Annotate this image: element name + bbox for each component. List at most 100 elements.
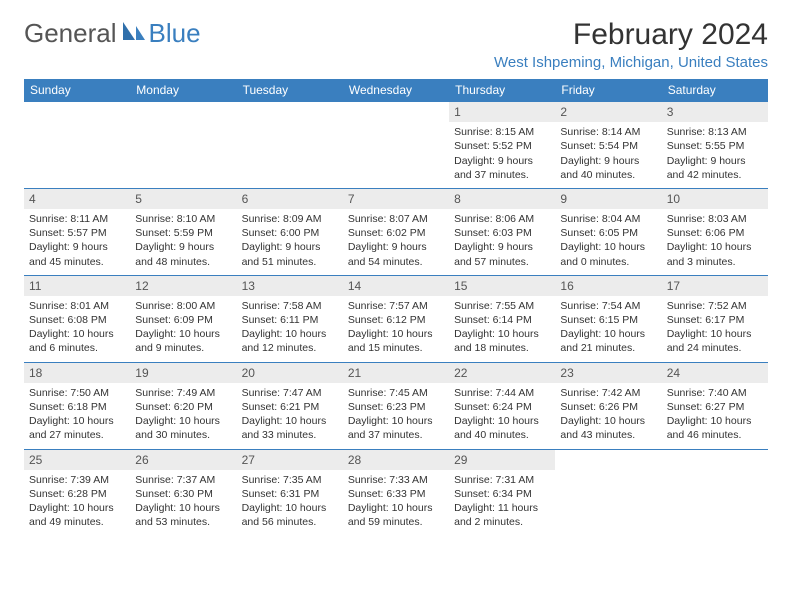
daylight-line: Daylight: 10 hours and 33 minutes. [242,414,338,442]
day-number: 15 [449,276,555,296]
daylight-line: Daylight: 10 hours and 40 minutes. [454,414,550,442]
sunset-line: Sunset: 6:33 PM [348,487,444,501]
sunset-line: Sunset: 6:02 PM [348,226,444,240]
calendar-day-cell: 27Sunrise: 7:35 AMSunset: 6:31 PMDayligh… [237,449,343,535]
day-info: Sunrise: 8:13 AMSunset: 5:55 PMDaylight:… [667,125,763,182]
calendar-day-cell: 6Sunrise: 8:09 AMSunset: 6:00 PMDaylight… [237,188,343,275]
calendar-day-cell: 5Sunrise: 8:10 AMSunset: 5:59 PMDaylight… [130,188,236,275]
sunrise-line: Sunrise: 7:37 AM [135,473,231,487]
calendar-day-cell: 3Sunrise: 8:13 AMSunset: 5:55 PMDaylight… [662,102,768,189]
calendar-day-cell: 9Sunrise: 8:04 AMSunset: 6:05 PMDaylight… [555,188,661,275]
day-info: Sunrise: 7:55 AMSunset: 6:14 PMDaylight:… [454,299,550,356]
calendar-day-cell [24,102,130,189]
sunrise-line: Sunrise: 7:54 AM [560,299,656,313]
calendar-day-cell: 14Sunrise: 7:57 AMSunset: 6:12 PMDayligh… [343,275,449,362]
sunset-line: Sunset: 6:30 PM [135,487,231,501]
day-info: Sunrise: 7:42 AMSunset: 6:26 PMDaylight:… [560,386,656,443]
sunrise-line: Sunrise: 8:06 AM [454,212,550,226]
day-number: 11 [24,276,130,296]
sunrise-line: Sunrise: 7:39 AM [29,473,125,487]
daylight-line: Daylight: 9 hours and 57 minutes. [454,240,550,268]
day-header: Wednesday [343,79,449,102]
sunrise-line: Sunrise: 7:55 AM [454,299,550,313]
sunrise-line: Sunrise: 7:58 AM [242,299,338,313]
day-number: 25 [24,450,130,470]
sunset-line: Sunset: 6:17 PM [667,313,763,327]
day-number: 17 [662,276,768,296]
calendar-day-cell: 26Sunrise: 7:37 AMSunset: 6:30 PMDayligh… [130,449,236,535]
sunrise-line: Sunrise: 7:49 AM [135,386,231,400]
sunrise-line: Sunrise: 7:47 AM [242,386,338,400]
sunset-line: Sunset: 6:20 PM [135,400,231,414]
day-info: Sunrise: 8:07 AMSunset: 6:02 PMDaylight:… [348,212,444,269]
day-number: 9 [555,189,661,209]
calendar-day-cell: 7 Sunrise: 8:07 AMSunset: 6:02 PMDaylight… [343,188,449,275]
calendar-day-cell [343,102,449,189]
daylight-line: Daylight: 9 hours and 54 minutes. [348,240,444,268]
sunset-line: Sunset: 6:05 PM [560,226,656,240]
day-info: Sunrise: 7:52 AMSunset: 6:17 PMDaylight:… [667,299,763,356]
logo: General Blue [24,18,201,49]
sunset-line: Sunset: 6:27 PM [667,400,763,414]
month-title: February 2024 [494,18,768,52]
header: General Blue February 2024 West Ishpemin… [24,18,768,71]
sunset-line: Sunset: 6:09 PM [135,313,231,327]
sunrise-line: Sunrise: 8:13 AM [667,125,763,139]
day-header: Saturday [662,79,768,102]
sunset-line: Sunset: 6:12 PM [348,313,444,327]
day-info: Sunrise: 8:11 AMSunset: 5:57 PMDaylight:… [29,212,125,269]
sunset-line: Sunset: 5:52 PM [454,139,550,153]
day-header: Thursday [449,79,555,102]
sunset-line: Sunset: 6:24 PM [454,400,550,414]
day-number: 5 [130,189,236,209]
day-number: 24 [662,363,768,383]
calendar-day-cell [662,449,768,535]
day-number: 23 [555,363,661,383]
day-info: Sunrise: 8:00 AMSunset: 6:09 PMDaylight:… [135,299,231,356]
day-number: 16 [555,276,661,296]
day-info: Sunrise: 7:37 AMSunset: 6:30 PMDaylight:… [135,473,231,530]
day-number: 13 [237,276,343,296]
day-number: 7 [343,189,449,209]
sunset-line: Sunset: 6:18 PM [29,400,125,414]
daylight-line: Daylight: 9 hours and 51 minutes. [242,240,338,268]
day-number: 22 [449,363,555,383]
daylight-line: Daylight: 10 hours and 43 minutes. [560,414,656,442]
daylight-line: Daylight: 10 hours and 24 minutes. [667,327,763,355]
sunset-line: Sunset: 6:03 PM [454,226,550,240]
logo-text-blue: Blue [149,18,201,49]
calendar-day-cell: 10Sunrise: 8:03 AMSunset: 6:06 PMDayligh… [662,188,768,275]
sunset-line: Sunset: 6:06 PM [667,226,763,240]
sunrise-line: Sunrise: 8:10 AM [135,212,231,226]
day-info: Sunrise: 7:57 AMSunset: 6:12 PMDaylight:… [348,299,444,356]
sunrise-line: Sunrise: 8:01 AM [29,299,125,313]
calendar-day-cell: 16 Sunrise: 7:54 AMSunset: 6:15 PMDayligh… [555,275,661,362]
sunrise-line: Sunrise: 8:00 AM [135,299,231,313]
calendar-day-cell: 8Sunrise: 8:06 AMSunset: 6:03 PMDaylight… [449,188,555,275]
day-header: Friday [555,79,661,102]
calendar-day-cell: 18Sunrise: 7:50 AMSunset: 6:18 PMDayligh… [24,362,130,449]
calendar-day-cell: 1Sunrise: 8:15 AMSunset: 5:52 PMDaylight… [449,102,555,189]
calendar-table: Sunday Monday Tuesday Wednesday Thursday… [24,79,768,535]
daylight-line: Daylight: 10 hours and 56 minutes. [242,501,338,529]
day-info: Sunrise: 7:35 AMSunset: 6:31 PMDaylight:… [242,473,338,530]
sunrise-line: Sunrise: 7:35 AM [242,473,338,487]
sunset-line: Sunset: 5:57 PM [29,226,125,240]
day-info: Sunrise: 7:50 AMSunset: 6:18 PMDaylight:… [29,386,125,443]
daylight-line: Daylight: 10 hours and 0 minutes. [560,240,656,268]
calendar-day-cell: 28Sunrise: 7:33 AMSunset: 6:33 PMDayligh… [343,449,449,535]
calendar-day-cell: 22Sunrise: 7:44 AMSunset: 6:24 PMDayligh… [449,362,555,449]
sunrise-line: Sunrise: 8:11 AM [29,212,125,226]
sunset-line: Sunset: 6:21 PM [242,400,338,414]
calendar-week-row: 11Sunrise: 8:01 AMSunset: 6:08 PMDayligh… [24,275,768,362]
daylight-line: Daylight: 11 hours and 2 minutes. [454,501,550,529]
sunset-line: Sunset: 5:55 PM [667,139,763,153]
sunrise-line: Sunrise: 7:50 AM [29,386,125,400]
day-info: Sunrise: 7:54 AMSunset: 6:15 PMDaylight:… [560,299,656,356]
day-header-row: Sunday Monday Tuesday Wednesday Thursday… [24,79,768,102]
sunset-line: Sunset: 6:11 PM [242,313,338,327]
day-number: 4 [24,189,130,209]
calendar-day-cell [237,102,343,189]
calendar-day-cell: 29Sunrise: 7:31 AMSunset: 6:34 PMDayligh… [449,449,555,535]
day-info: Sunrise: 8:15 AMSunset: 5:52 PMDaylight:… [454,125,550,182]
